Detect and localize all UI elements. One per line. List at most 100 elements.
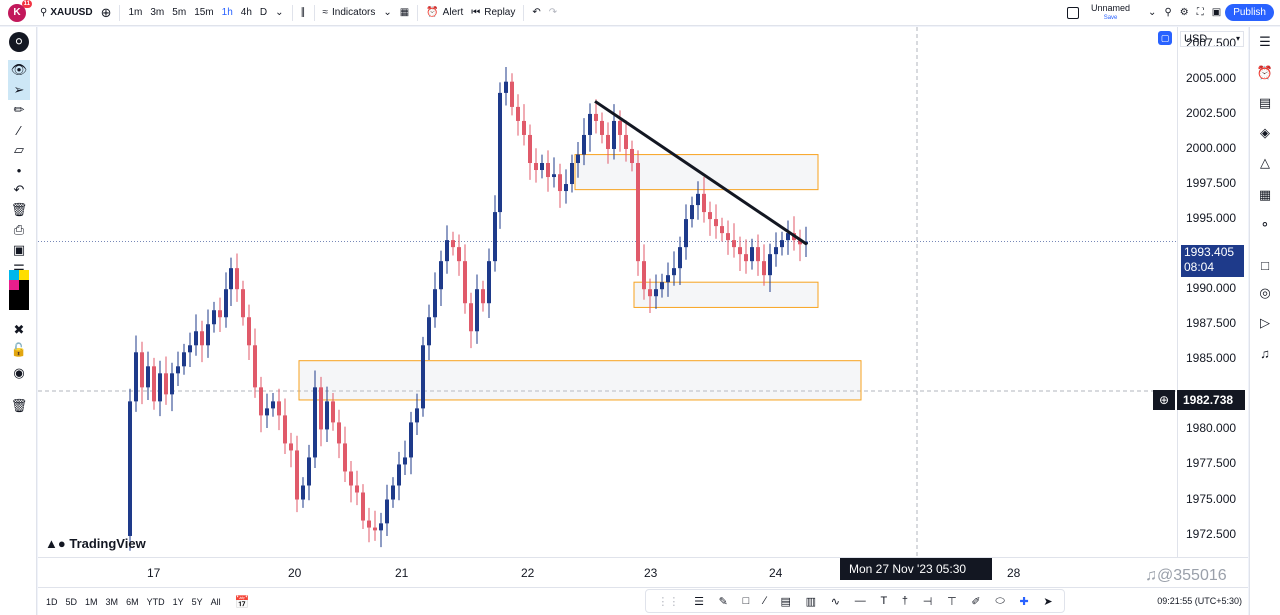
chat-icon[interactable]: □	[1261, 257, 1269, 273]
ellipse-tool-icon[interactable]: ⬭	[995, 594, 1005, 607]
range-6m[interactable]: 6M	[126, 596, 139, 607]
screenshot-icon[interactable]: ▣	[12, 242, 26, 257]
drag-handle-icon[interactable]: ⋮⋮	[657, 595, 680, 608]
eye-icon[interactable]: 👁	[8, 60, 30, 80]
ideas-lightbulb-icon[interactable]: ⚬	[1259, 217, 1271, 232]
range-5y[interactable]: 5Y	[191, 596, 203, 607]
price-chart[interactable]	[38, 27, 1177, 557]
interval-1m[interactable]: 1m	[128, 7, 143, 18]
interval-4h[interactable]: 4h	[240, 7, 252, 18]
play-icon[interactable]: ▷	[1260, 315, 1270, 330]
currency-select[interactable]: USD ▾	[1180, 31, 1244, 47]
divider	[313, 4, 315, 21]
candle-body	[451, 240, 455, 248]
redo-icon[interactable]: ↷	[548, 7, 558, 18]
horizontal-ray-icon[interactable]: —	[854, 595, 866, 607]
crosshair-tool-icon[interactable]: ✚	[1019, 595, 1029, 608]
candle-body	[558, 174, 562, 192]
time-scale[interactable]: 17 20 21 22 23 24 28	[38, 557, 1248, 587]
rectangle-tool-icon[interactable]: □	[742, 595, 750, 607]
range-1y[interactable]: 1Y	[172, 596, 184, 607]
path-tool-icon[interactable]: ∿	[830, 595, 841, 608]
cursor-arrow-icon[interactable]: ➤	[1043, 595, 1053, 608]
interval-1h[interactable]: 1h	[221, 7, 233, 18]
undo-icon[interactable]: ↶	[532, 7, 541, 18]
bell-icon[interactable]: ♫	[1260, 345, 1270, 361]
data-window-icon[interactable]: ▤	[1258, 95, 1272, 110]
symbol-search[interactable]: ⚲ XAUUSD	[36, 0, 97, 26]
pencil-icon[interactable]: ✎	[718, 595, 728, 608]
horizontal-line-icon[interactable]: ⊣	[922, 595, 933, 608]
gear-icon[interactable]: ⚙	[1179, 7, 1189, 18]
replay-button[interactable]: ⏮ Replay	[471, 7, 516, 18]
candle-body	[522, 120, 526, 135]
chevron-down-icon[interactable]: ⌄	[383, 7, 392, 18]
fib-tool-icon[interactable]: ☰	[694, 595, 704, 608]
dot-icon[interactable]: •	[16, 162, 22, 178]
streams-icon[interactable]: ◎	[1259, 285, 1271, 300]
alerts-clock-icon[interactable]: ⏰	[1256, 65, 1274, 80]
layout-name[interactable]: Unnamed Save	[1091, 2, 1131, 21]
range-5d[interactable]: 5D	[65, 596, 78, 607]
indicators-button[interactable]: ≈ Indicators	[322, 7, 376, 18]
range-ytd[interactable]: YTD	[146, 596, 165, 607]
range-3m[interactable]: 3M	[105, 596, 119, 607]
calendar-icon[interactable]: ▦	[1258, 187, 1272, 202]
alert-button[interactable]: ⏰ Alert	[426, 7, 464, 18]
candle-body	[433, 289, 437, 318]
range-all[interactable]: All	[210, 596, 221, 607]
line-tool-icon[interactable]: ∕	[763, 595, 766, 607]
quick-search-icon[interactable]: ⚲	[1164, 7, 1172, 18]
text-tool-icon[interactable]: T	[880, 595, 888, 607]
candle-type-icon[interactable]: ∥	[300, 7, 306, 18]
short-position-icon[interactable]: ▥	[805, 595, 817, 608]
interval-3m[interactable]: 3m	[150, 7, 165, 18]
candle-body	[373, 527, 377, 531]
interval-d[interactable]: D	[259, 7, 268, 18]
watchlist-icon[interactable]: ☰	[1259, 34, 1271, 49]
lightbulb-icon[interactable]: ⚪	[9, 32, 29, 52]
interval-5m[interactable]: 5m	[172, 7, 187, 18]
undo-icon[interactable]: ↶	[13, 182, 25, 197]
vertical-line-icon[interactable]: †	[901, 595, 909, 607]
price-scale[interactable]: 2007.500 2005.000 2002.500 2000.000 1997.500…	[1177, 27, 1248, 557]
templates-icon[interactable]: ▦	[399, 7, 410, 18]
chevron-down-icon[interactable]: ⌄	[275, 7, 284, 18]
color-palette-icon[interactable]	[9, 270, 29, 310]
visibility-eye-icon[interactable]: ◉	[13, 365, 25, 380]
candle-body	[510, 81, 514, 107]
chevron-down-icon[interactable]: ⌄	[1148, 7, 1157, 18]
trendline-tool-icon[interactable]: ∕	[17, 122, 21, 138]
long-position-icon[interactable]: ▤	[780, 595, 791, 608]
fullscreen-icon[interactable]: ⛶	[1196, 7, 1204, 18]
interval-15m[interactable]: 15m	[194, 7, 214, 18]
compare-add-icon[interactable]: ⊕	[100, 4, 112, 20]
layout-checkbox[interactable]	[1063, 0, 1083, 26]
delete-trash-icon[interactable]: 🗑	[10, 398, 28, 413]
lock-icon[interactable]: 🔓	[10, 342, 28, 357]
symbol-name: XAUUSD	[50, 7, 93, 18]
magnet-icon[interactable]: ✖	[13, 322, 25, 337]
user-avatar[interactable]: K 11	[8, 0, 32, 22]
anchored-text-icon[interactable]: ⊤	[947, 595, 957, 608]
hotlist-fire-icon[interactable]: △	[1260, 155, 1270, 170]
goto-date-icon[interactable]: 📅	[234, 594, 250, 609]
trash-icon[interactable]: 🗑	[10, 202, 28, 217]
candle-body	[218, 310, 222, 318]
chart-pane[interactable]: ▲● TradingView ▢	[38, 27, 1177, 557]
brush-icon[interactable]: ✐	[971, 595, 981, 608]
camera-icon[interactable]: ▣	[1211, 7, 1222, 18]
time-tick: 21	[395, 566, 409, 580]
add-alert-plus-icon[interactable]: ⊕	[1153, 390, 1175, 410]
publish-button[interactable]: Publish	[1225, 4, 1274, 21]
cursor-arrow-icon[interactable]: ➢	[8, 80, 30, 100]
time-tick: 22	[521, 566, 535, 580]
ruler-icon[interactable]: ✏	[13, 102, 25, 117]
range-1m[interactable]: 1M	[85, 596, 98, 607]
clipboard-icon[interactable]: ☰	[13, 262, 25, 277]
eraser-icon[interactable]: ▱	[14, 142, 24, 157]
range-1d[interactable]: 1D	[46, 596, 58, 607]
printer-icon[interactable]: ⎙	[13, 222, 25, 237]
layers-icon[interactable]: ◈	[1260, 125, 1270, 140]
chart-settings-icon[interactable]: ▢	[1158, 31, 1172, 45]
